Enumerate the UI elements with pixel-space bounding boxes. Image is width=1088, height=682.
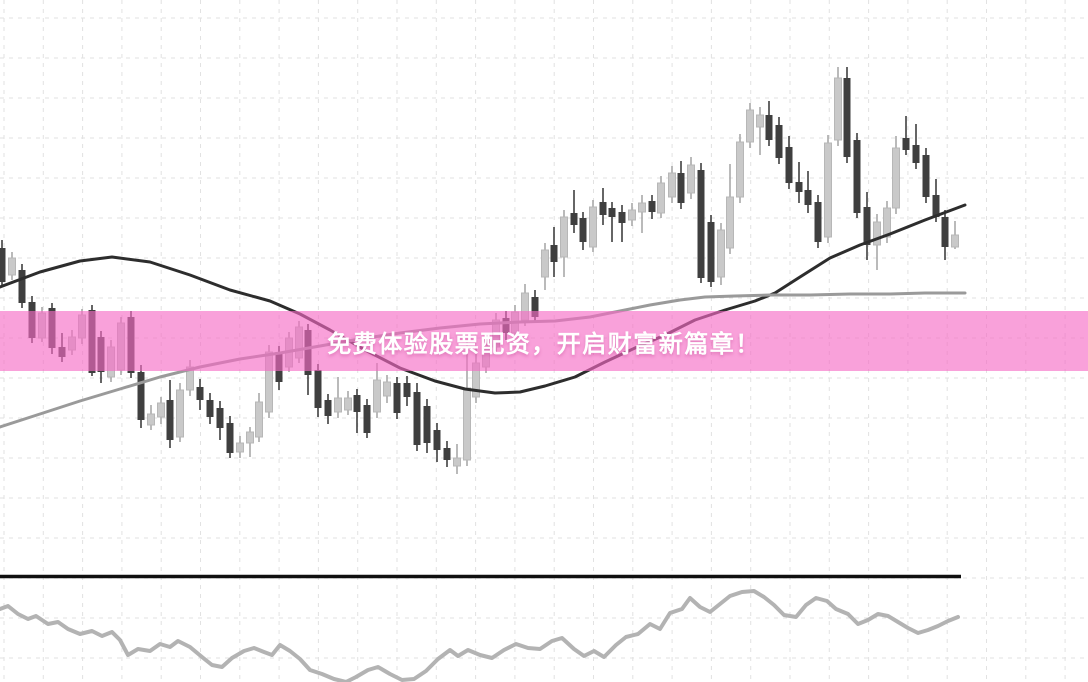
candle-body-light <box>334 397 342 413</box>
ma-dark-line <box>0 203 967 395</box>
candle-body-light <box>344 397 352 411</box>
candle-body-dark <box>843 78 851 157</box>
candle-body-light <box>668 172 676 198</box>
candle-body-light <box>246 431 254 444</box>
candle-body-dark <box>765 115 773 140</box>
candle-body-light <box>687 164 695 194</box>
candle-body-light <box>373 379 381 413</box>
candle-body-dark <box>932 195 940 217</box>
candle-body-dark <box>863 207 871 245</box>
candle-body-dark <box>570 213 578 225</box>
candle-body-light <box>756 114 764 128</box>
candle-body-dark <box>599 202 607 215</box>
candle-body-light <box>892 147 900 209</box>
candle-body-light <box>824 142 832 238</box>
candle-body-dark <box>941 217 949 247</box>
candle-body-dark <box>423 406 431 443</box>
candle-series <box>0 67 959 474</box>
candle-body-light <box>463 387 471 461</box>
candle-body-dark <box>785 147 793 183</box>
candle-body-dark <box>314 370 322 408</box>
candle-body-light <box>8 257 16 276</box>
candle-body-light <box>736 141 744 198</box>
promo-banner-text: 免费体验股票配资，开启财富新篇章！ <box>327 329 761 358</box>
candle-body-dark <box>804 190 812 205</box>
candle-body-dark <box>579 218 587 242</box>
candle-body-light <box>157 402 165 418</box>
candle-body-dark <box>922 155 930 197</box>
candle-body-dark <box>912 145 920 163</box>
candle-body-light <box>746 109 754 143</box>
candle-body-dark <box>531 297 539 317</box>
candle-body-light <box>176 389 184 438</box>
candle-body-dark <box>353 395 361 412</box>
candle-body-light <box>726 196 734 249</box>
candle-body-dark <box>775 125 783 158</box>
candle-body-dark <box>18 270 26 303</box>
candle-body-light <box>383 381 391 397</box>
candle-body-dark <box>393 383 401 413</box>
candle-body-dark <box>853 140 861 213</box>
candle-body-dark <box>648 201 656 212</box>
candle-body-light <box>638 202 646 213</box>
candle-body-dark <box>795 182 803 192</box>
candle-body-dark <box>137 372 145 420</box>
candle-body-dark <box>433 430 441 450</box>
candle-body-light <box>834 77 842 141</box>
candle-body-light <box>147 413 155 426</box>
promo-banner: 免费体验股票配资，开启财富新篇章！ <box>0 311 1088 371</box>
candle-body-dark <box>324 400 332 416</box>
candle-body-dark <box>443 448 451 460</box>
candle-body-light <box>453 457 461 467</box>
candle-body-light <box>236 442 244 453</box>
candle-body-dark <box>363 405 371 433</box>
candle-body-dark <box>226 423 234 453</box>
candle-body-light <box>560 216 568 258</box>
candle-body-light <box>873 221 881 246</box>
candle-body-light <box>883 207 891 238</box>
candle-body-dark <box>550 245 558 262</box>
oscillator-line <box>0 589 960 682</box>
candle-body-dark <box>216 408 224 428</box>
candle-body-dark <box>707 222 715 282</box>
candle-body-dark <box>206 400 214 417</box>
candle-body-dark <box>166 400 174 440</box>
candle-body-light <box>589 206 597 248</box>
candle-body-light <box>717 229 725 278</box>
candle-body-dark <box>677 173 685 203</box>
candle-body-dark <box>608 208 616 217</box>
candle-body-dark <box>697 170 705 278</box>
candle-body-dark <box>814 202 822 242</box>
candle-body-light <box>255 401 263 438</box>
candle-body-light <box>541 249 549 278</box>
candle-body-light <box>657 182 665 214</box>
candle-body-dark <box>902 138 910 150</box>
candle-body-dark <box>196 387 204 400</box>
candle-body-light <box>628 209 636 221</box>
candle-body-dark <box>413 392 421 445</box>
candle-body-dark <box>403 383 411 397</box>
candle-body-light <box>951 234 959 248</box>
candle-body-dark <box>0 248 6 282</box>
candle-body-dark <box>618 212 626 223</box>
